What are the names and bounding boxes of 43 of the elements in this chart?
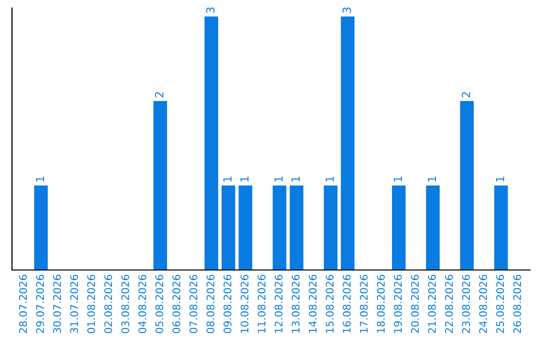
x-tick-label: 11.08.2026 (258, 274, 266, 333)
x-tick-label: 21.08.2026 (428, 274, 436, 334)
x-tick-label: 02.08.2026 (104, 274, 112, 334)
x-tick-label: 07.08.2026 (189, 274, 198, 334)
x-tick-label: 23.08.2026 (462, 274, 470, 334)
data-label: 1 (428, 176, 436, 182)
x-tick-label: 20.08.2026 (410, 274, 419, 334)
data-label: 1 (326, 176, 334, 182)
data-label: 3 (342, 7, 351, 13)
x-tick-label: 09.08.2026 (224, 274, 232, 334)
data-label: 1 (274, 176, 283, 182)
x-tick-label: 31.07.2026 (70, 274, 78, 334)
x-tick-label: 05.08.2026 (155, 274, 164, 334)
x-tick-label: 22.08.2026 (445, 274, 453, 334)
x-tick-label: 17.08.2026 (360, 274, 368, 333)
data-label: 1 (223, 176, 232, 182)
x-tick-label: 18.08.2026 (376, 274, 385, 333)
data-label: 1 (394, 176, 402, 182)
data-label: 1 (292, 176, 300, 182)
data-label: 1 (496, 176, 504, 182)
x-tick-label: 13.08.2026 (292, 274, 300, 333)
x-tick-label: 10.08.2026 (240, 274, 248, 333)
x-tick-label: 06.08.2026 (172, 274, 180, 334)
x-tick-label: 12.08.2026 (274, 274, 283, 333)
data-label: 2 (155, 92, 164, 98)
x-tick-label: 14.08.2026 (308, 274, 317, 333)
x-tick-label: 30.07.2026 (53, 274, 62, 334)
x-tick-label: 08.08.2026 (206, 274, 214, 334)
x-tick-label: 25.08.2026 (496, 274, 504, 334)
x-tick-label: 24.08.2026 (479, 274, 488, 334)
x-tick-label: 01.08.2026 (87, 274, 96, 334)
x-tick-label: 19.08.2026 (394, 274, 402, 333)
x-tick-label: 15.08.2026 (326, 274, 334, 333)
data-label: 2 (462, 92, 470, 98)
x-tick-label: 03.08.2026 (121, 274, 130, 334)
x-tick-label: 16.08.2026 (342, 274, 351, 333)
x-tick-label: 04.08.2026 (138, 274, 146, 334)
data-label: 1 (240, 176, 249, 182)
x-tick-label: 29.07.2026 (36, 274, 44, 334)
x-tick-label: 26.08.2026 (513, 274, 522, 334)
data-label: 1 (36, 176, 44, 182)
data-label: 3 (206, 7, 215, 13)
x-tick-label: 28.07.2026 (19, 274, 27, 334)
